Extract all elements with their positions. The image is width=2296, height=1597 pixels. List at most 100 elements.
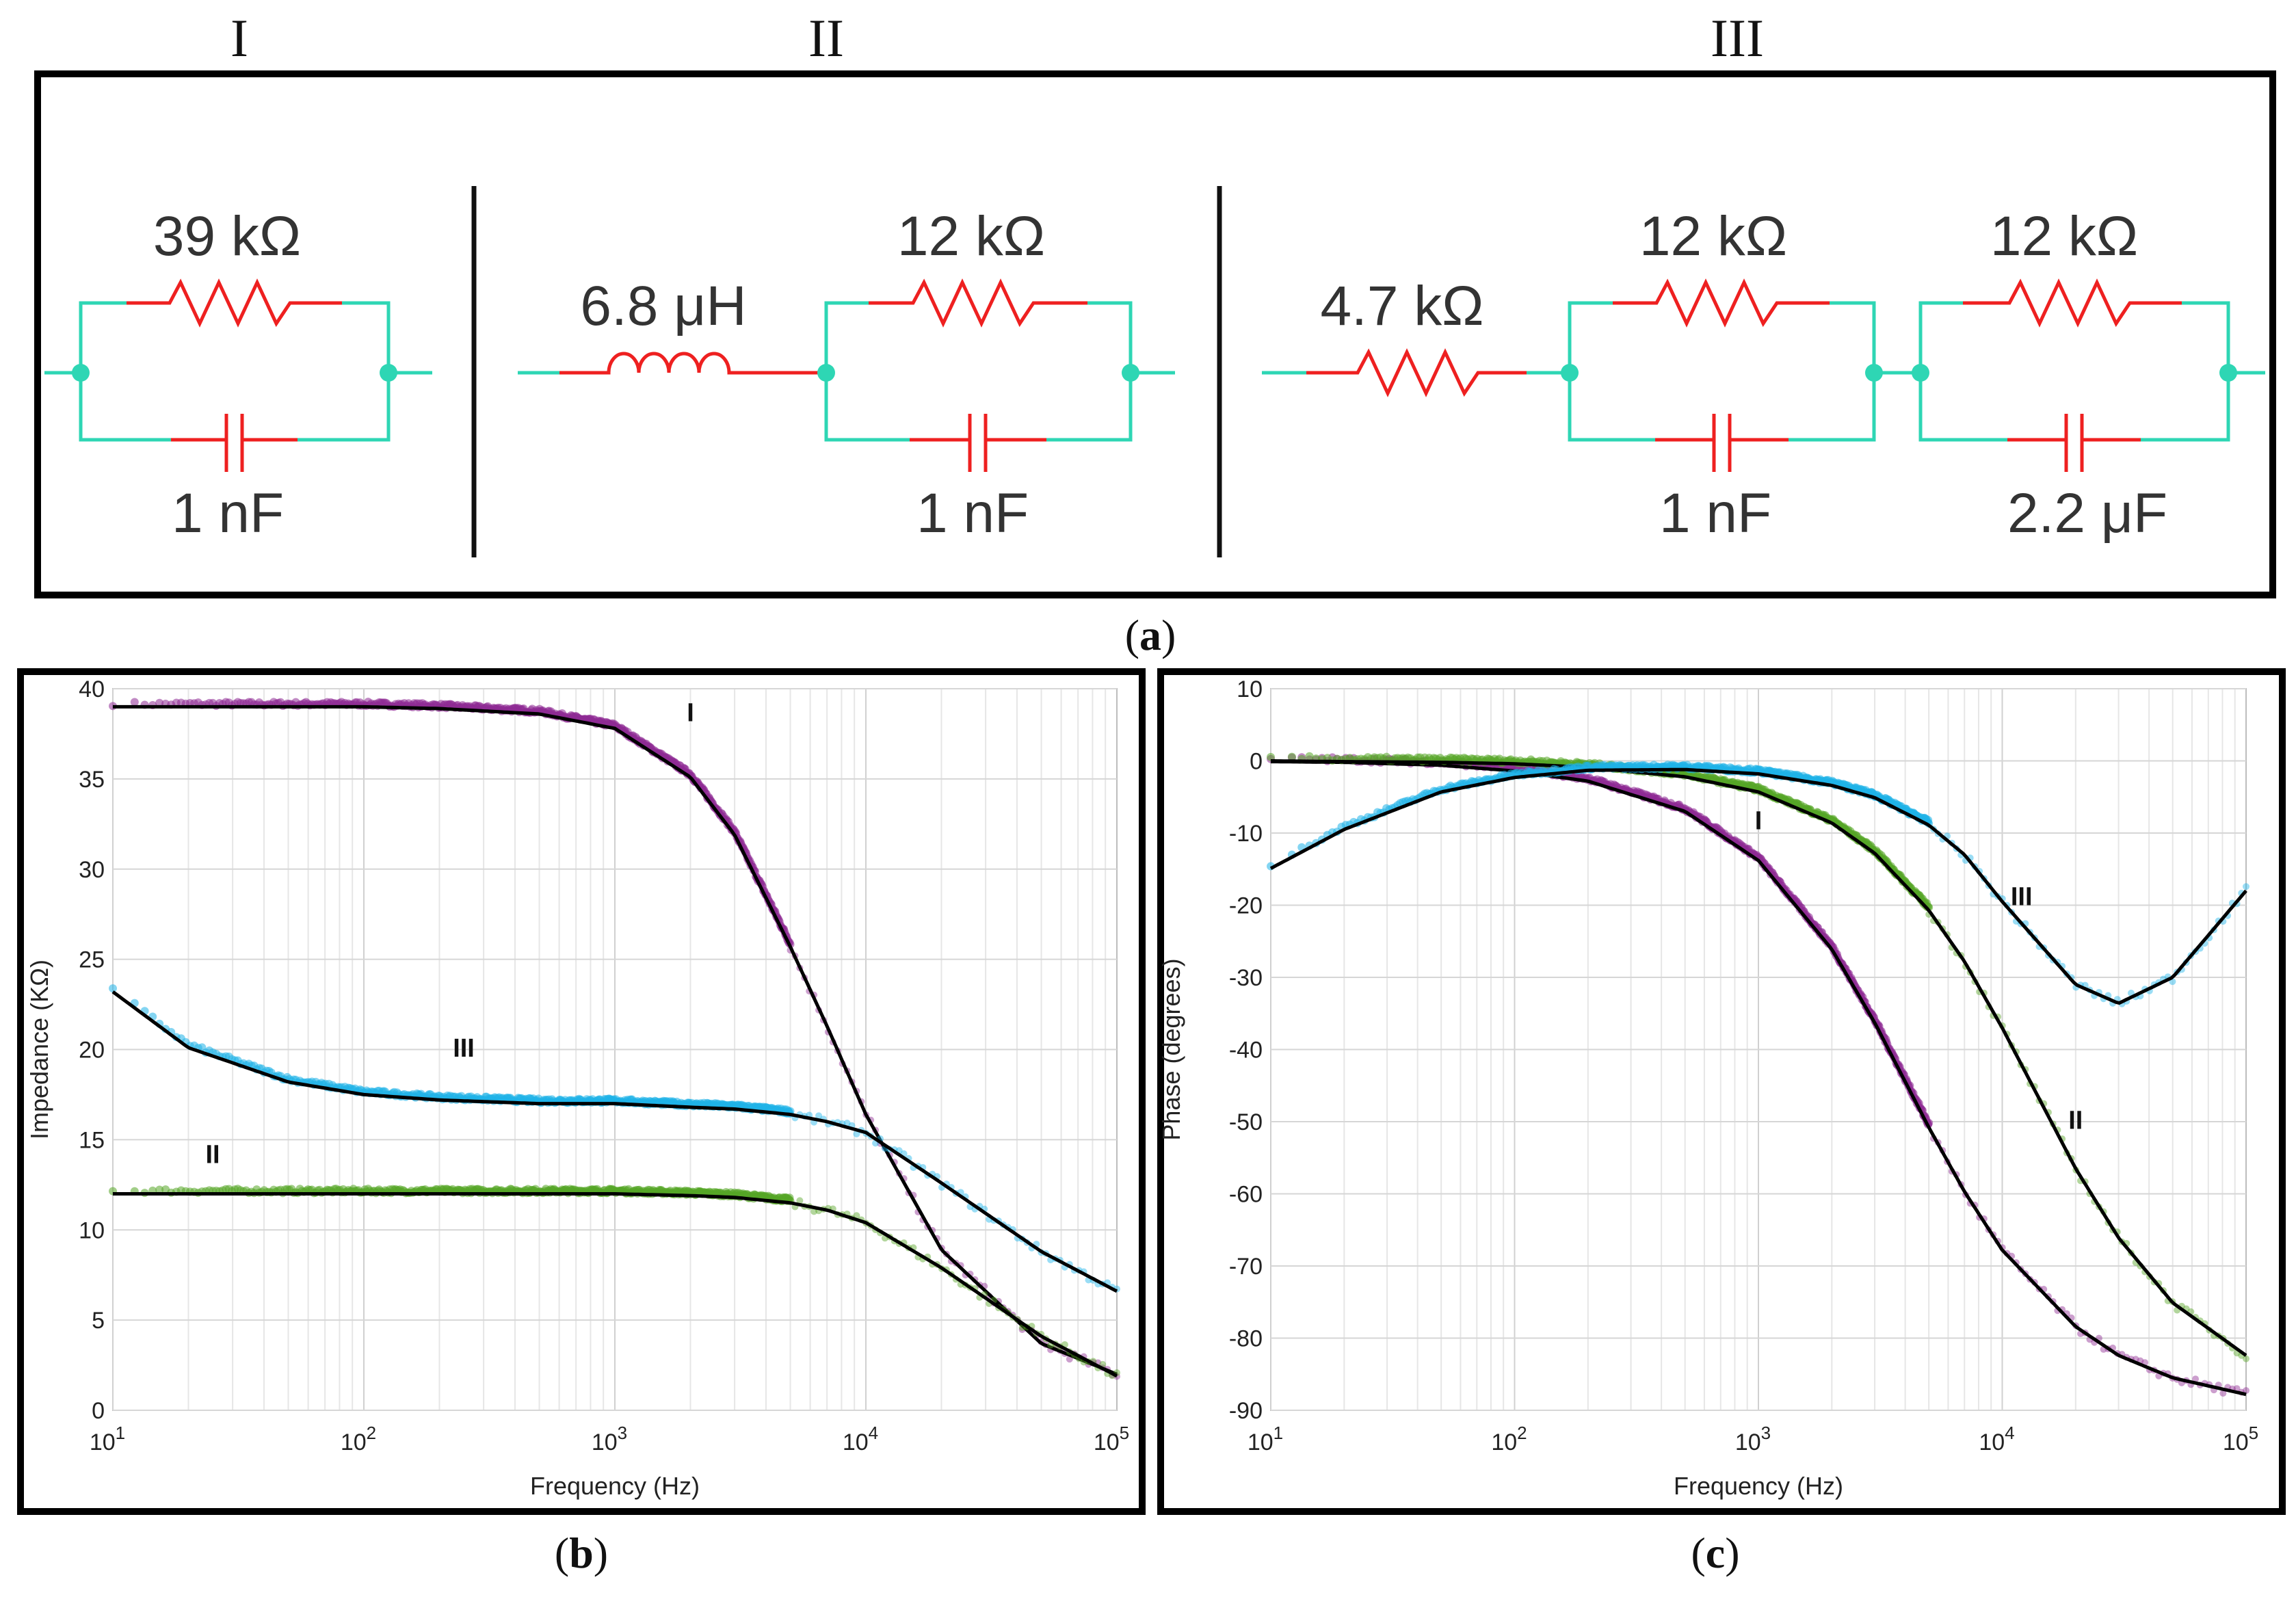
y-tick-label: 10: [79, 1217, 105, 1243]
data-point: [796, 1197, 804, 1204]
capacitor-icon: [2007, 414, 2141, 472]
phase-chart: -90 -80 -70 -60 -50 -40 -30 -20 -10 0 10 101 102 103 1…: [1157, 676, 2258, 1500]
data-point: [853, 1212, 860, 1219]
y-tick-label: 0: [92, 1398, 105, 1424]
label-R2-III: 12 kΩ: [1990, 205, 2138, 267]
capacitor-icon: [910, 414, 1046, 472]
circuit-II: 6.8 μH 12 kΩ 1 nF: [518, 205, 1175, 544]
circuit-frame: [34, 70, 2276, 598]
section-label-II: II: [808, 8, 844, 68]
label-C2-III: 2.2 μF: [2007, 482, 2167, 544]
y-axis-label: Impedance (KΩ): [25, 960, 53, 1139]
label-R-II: 12 kΩ: [897, 205, 1045, 267]
label-Rs-III: 4.7 kΩ: [1320, 275, 1483, 337]
y-tick-label: -90: [1229, 1398, 1263, 1424]
x-tick-label: 101: [90, 1423, 125, 1455]
node-dot: [2219, 364, 2237, 382]
y-tick-label: 20: [79, 1038, 105, 1064]
y-axis-label: Phase (degrees): [1157, 958, 1185, 1140]
fit-line-I: [1271, 760, 2247, 1397]
node-dot: [1912, 364, 1929, 382]
x-axis-label: Frequency (Hz): [530, 1472, 700, 1500]
curve-label-I: I: [1755, 807, 1763, 836]
y-tick-label: -20: [1229, 893, 1263, 919]
fit-line-II: [1271, 759, 2247, 1357]
data-point: [2243, 883, 2249, 890]
fit-line-I: [113, 704, 1118, 1376]
y-tick-label: -70: [1229, 1254, 1263, 1280]
resistor-icon: [1963, 278, 2182, 328]
y-tick-label: 25: [79, 947, 105, 973]
circuit-III: 4.7 kΩ 12 kΩ 1 nF 12 kΩ 2.2 μF: [1262, 205, 2265, 544]
curve-label-III: III: [453, 1034, 475, 1063]
resistor-icon: [1306, 348, 1527, 397]
fit-line-III: [111, 990, 1118, 1293]
label-L-II: 6.8 μH: [580, 275, 746, 337]
inductor-icon: [559, 352, 737, 375]
circuit-I: 39 kΩ 1 nF: [44, 205, 432, 544]
data-point: [2219, 1390, 2227, 1397]
data-point: [2192, 1375, 2200, 1383]
label-C-II: 1 nF: [916, 482, 1029, 544]
y-tick-label: -80: [1229, 1326, 1263, 1352]
label-C1-III: 1 nF: [1659, 482, 1771, 544]
y-tick-label: -50: [1229, 1109, 1263, 1135]
resistor-icon: [869, 278, 1087, 328]
capacitor-icon: [1655, 414, 1789, 472]
data-point: [815, 1112, 823, 1120]
resistor-icon: [1613, 278, 1830, 328]
y-tick-label: 5: [92, 1308, 105, 1334]
node-dot: [817, 364, 835, 382]
fit-line-II: [113, 1192, 1118, 1378]
impedance-chart: 0 5 10 15 20 25 30 35 40 101 102 103 104 105 Frequency…: [25, 676, 1129, 1500]
x-axis-label: Frequency (Hz): [1674, 1472, 1843, 1500]
curve-label-II: II: [205, 1141, 220, 1170]
data-point: [155, 698, 164, 707]
node-dot: [72, 364, 90, 382]
y-tick-label: 35: [79, 767, 105, 793]
data-point: [1287, 752, 1296, 761]
y-tick-label: -60: [1229, 1182, 1263, 1208]
curve-label-III: III: [2011, 883, 2033, 912]
label-R1-III: 12 kΩ: [1639, 205, 1787, 267]
data-point: [109, 984, 117, 993]
y-tick-label: 40: [79, 676, 105, 702]
node-dot: [380, 364, 397, 382]
data-point: [155, 1185, 164, 1194]
y-tick-label: -40: [1229, 1038, 1263, 1064]
curve-label-II: II: [2068, 1107, 2083, 1135]
curve-label-I: I: [687, 698, 694, 727]
x-tick-label: 103: [1735, 1423, 1771, 1455]
y-tick-label: -10: [1229, 821, 1263, 847]
chart-frame-b: [17, 668, 1146, 1515]
x-tick-label: 101: [1248, 1423, 1283, 1455]
node-dot: [1865, 364, 1883, 382]
label-C-I: 1 nF: [172, 482, 284, 544]
y-tick-label: 0: [1250, 749, 1263, 775]
capacitor-icon: [171, 414, 298, 472]
x-tick-label: 103: [592, 1423, 627, 1455]
y-tick-label: -30: [1229, 965, 1263, 991]
x-tick-label: 105: [1094, 1423, 1129, 1455]
section-label-III: III: [1711, 8, 1764, 68]
label-R-I: 39 kΩ: [153, 205, 301, 267]
data-point: [1267, 752, 1275, 761]
data-point: [2243, 1355, 2249, 1362]
section-label-I: I: [230, 8, 248, 68]
data-point: [810, 1208, 818, 1215]
node-dot: [1561, 364, 1579, 382]
chart-frame-c: [1157, 668, 2286, 1515]
x-tick-label: 102: [341, 1423, 376, 1455]
x-tick-label: 104: [843, 1423, 878, 1455]
y-tick-label: 15: [79, 1127, 105, 1153]
panel-label-c: (c): [1691, 1529, 1739, 1577]
data-point: [1305, 752, 1314, 761]
node-dot: [1122, 364, 1139, 382]
fit-line-III: [1269, 767, 2247, 1005]
y-tick-label: 10: [1237, 676, 1263, 702]
data-point: [2243, 1387, 2249, 1395]
x-tick-label: 102: [1491, 1423, 1527, 1455]
x-tick-label: 105: [2223, 1423, 2258, 1455]
y-tick-label: 30: [79, 857, 105, 883]
